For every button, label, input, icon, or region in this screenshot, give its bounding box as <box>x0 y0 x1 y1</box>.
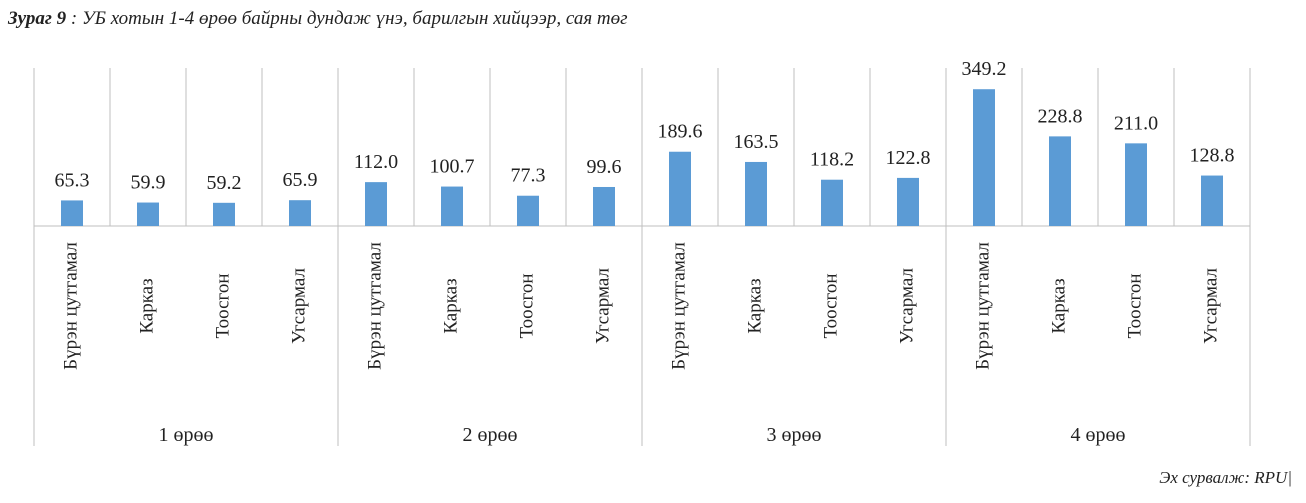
category-label: Бүрэн цутгамал <box>668 242 689 370</box>
data-label: 163.5 <box>734 131 779 153</box>
category-label: Тоосгон <box>820 273 841 338</box>
category-label: Угсармал <box>592 268 613 344</box>
bar <box>1201 175 1223 226</box>
category-label: Угсармал <box>1200 268 1221 344</box>
figure-number: Зураг 9 <box>8 8 67 29</box>
data-label: 65.3 <box>55 169 90 191</box>
bar <box>1125 143 1147 226</box>
figure-title: : УБ хотын 1-4 өрөө байрны дундаж үнэ, б… <box>66 8 628 29</box>
data-label: 99.6 <box>587 156 622 178</box>
data-label: 189.6 <box>658 121 703 143</box>
category-label: Карказ <box>136 278 157 333</box>
bar <box>821 179 843 226</box>
group-label: 2 өрөө <box>463 424 518 446</box>
category-label: Карказ <box>440 278 461 333</box>
data-label: 100.7 <box>430 156 475 178</box>
data-label: 128.8 <box>1190 145 1235 167</box>
data-label: 349.2 <box>962 58 1007 80</box>
data-label: 77.3 <box>511 165 546 187</box>
data-label: 65.9 <box>283 169 318 191</box>
bar <box>897 177 919 226</box>
data-label: 122.8 <box>886 147 931 169</box>
group-label: 4 өрөө <box>1071 424 1126 446</box>
bar <box>1049 136 1071 226</box>
category-label: Бүрэн цутгамал <box>60 242 81 370</box>
category-label: Бүрэн цутгамал <box>364 242 385 370</box>
category-label: Угсармал <box>288 268 309 344</box>
bar <box>365 182 387 226</box>
bar <box>213 202 235 226</box>
data-label: 211.0 <box>1114 112 1158 134</box>
data-label: 112.0 <box>354 151 398 173</box>
bar <box>137 202 159 226</box>
data-label: 59.2 <box>207 172 242 194</box>
bar <box>669 151 691 226</box>
bar <box>289 200 311 226</box>
data-label: 228.8 <box>1038 105 1083 127</box>
category-label: Тоосгон <box>1124 273 1145 338</box>
bar <box>441 186 463 226</box>
data-label: 59.9 <box>131 172 166 194</box>
category-label: Тоосгон <box>212 273 233 338</box>
bar <box>61 200 83 226</box>
category-label: Карказ <box>1048 278 1069 333</box>
group-label: 3 өрөө <box>767 424 822 446</box>
data-label: 118.2 <box>810 149 854 171</box>
source-note: Эх сурвалж: RPU| <box>1159 468 1292 487</box>
bar <box>517 195 539 226</box>
group-label: 1 өрөө <box>159 424 214 446</box>
category-label: Тоосгон <box>516 273 537 338</box>
category-label: Угсармал <box>896 268 917 344</box>
figure-caption: Зураг 9 : УБ хотын 1-4 өрөө байрны дунда… <box>8 8 628 30</box>
category-label: Бүрэн цутгамал <box>972 242 993 370</box>
category-label: Карказ <box>744 278 765 333</box>
bar <box>745 161 767 226</box>
bar <box>973 89 995 227</box>
bar <box>593 186 615 226</box>
